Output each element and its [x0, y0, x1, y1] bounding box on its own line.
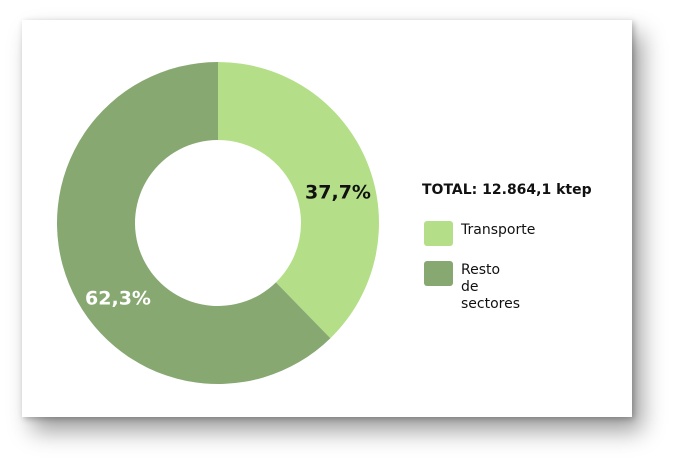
chart-card: 37,7% 62,3% TOTAL: 12.864,1 ktep Transpor… — [22, 20, 632, 417]
slice-label-transporte: 37,7% — [305, 182, 371, 204]
donut-slice-transporte — [218, 62, 380, 339]
donut-slice-resto-de-sectores — [57, 61, 331, 384]
slice-label-resto-de-sectores: 62,3% — [85, 288, 151, 310]
legend-swatch-transporte — [424, 221, 453, 246]
chart-total-label: TOTAL: 12.864,1 ktep — [422, 182, 592, 198]
donut-chart: 37,7% 62,3% — [57, 61, 380, 384]
legend-label-resto-de-sectores: Resto de sectores — [461, 262, 521, 312]
legend-label-transporte: Transporte — [461, 222, 536, 238]
legend-swatch-resto-de-sectores — [424, 261, 453, 286]
